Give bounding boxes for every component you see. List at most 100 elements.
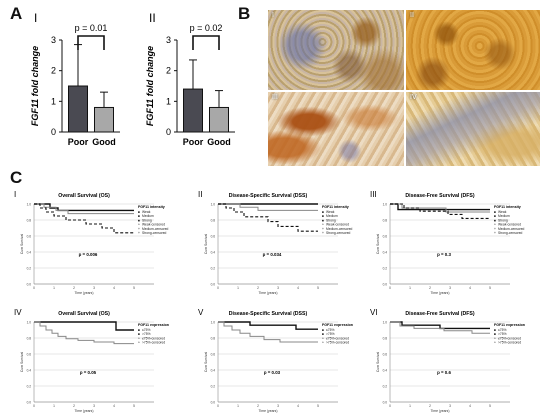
survival-curve-weak — [34, 203, 134, 212]
micrograph-iii: III — [268, 92, 404, 166]
survival-curve-75 — [390, 321, 490, 330]
legend-entry: Weak-censored — [142, 223, 165, 227]
micrograph-ii: II — [406, 10, 540, 90]
legend-glyph: + — [494, 341, 496, 345]
legend-entry: >75% — [142, 332, 151, 336]
micrograph-label-iii: III — [272, 94, 278, 101]
legend-entry: Strong — [498, 218, 508, 222]
x-tick-label: 3 — [93, 404, 95, 408]
y-tick-label: 2 — [51, 66, 56, 76]
x-tick-label: 0 — [217, 404, 219, 408]
survival-curve-medium — [34, 203, 134, 215]
x-tick-label: 4 — [297, 404, 299, 408]
x-axis-label: Time (years) — [75, 409, 94, 413]
category-label: Poor — [68, 137, 89, 147]
y-tick-label: 0.8 — [211, 337, 216, 341]
legend-title: FGF11 intensity — [322, 205, 349, 209]
bar-poor — [68, 85, 88, 133]
p-value-label: p = 0.6 — [437, 370, 451, 375]
y-axis-label: Cum Survival — [376, 352, 380, 372]
x-tick-label: 3 — [449, 286, 451, 290]
panel-roman-label: III — [370, 190, 377, 199]
legend-entry: Strong — [326, 218, 336, 222]
survival-curve-75 — [34, 321, 134, 331]
category-label: Poor — [183, 137, 204, 147]
y-tick-label: 0.6 — [211, 235, 216, 239]
y-tick-label: 3 — [166, 35, 171, 45]
category-label: Good — [92, 137, 116, 147]
panel-roman-label: I — [34, 11, 37, 25]
legend-entry: ≤75% — [326, 328, 334, 332]
plot-title: Disease-Specific Survival (DSS) — [229, 311, 308, 317]
x-tick-label: 1 — [409, 286, 411, 290]
y-tick-label: 0.0 — [211, 401, 216, 405]
significance-bracket — [192, 35, 220, 50]
legend-glyph: + — [322, 227, 324, 231]
legend-glyph: ■ — [494, 332, 496, 336]
y-axis-label: FGF11 fold change — [145, 46, 155, 126]
legend-entry: Weak-censored — [498, 223, 521, 227]
x-axis-label: Time (years) — [75, 291, 94, 295]
x-tick-label: 0 — [33, 404, 35, 408]
legend-glyph: ■ — [322, 218, 324, 222]
legend-glyph: ■ — [138, 328, 140, 332]
legend-glyph: ■ — [322, 214, 324, 218]
y-tick-label: 0.0 — [27, 401, 32, 405]
plot-title: Disease-Free Survival (DFS) — [405, 193, 474, 199]
legend-glyph: ■ — [322, 328, 324, 332]
survival-curve-strong — [390, 203, 490, 219]
km-plot-c-ii: II Disease-Specific Survival (DSS) 0.0 0.2 0… — [198, 190, 353, 295]
y-tick-label: 0.2 — [211, 385, 216, 389]
y-axis-label: Cum Survival — [204, 234, 208, 254]
significance-bracket — [77, 35, 105, 50]
p-value-label: p = 0.02 — [190, 23, 223, 33]
legend-glyph: ■ — [494, 214, 496, 218]
y-tick-label: 0.8 — [27, 337, 32, 341]
p-value-label: p = 0.01 — [75, 23, 108, 33]
legend-entry: Strong-censored — [498, 231, 523, 235]
x-tick-label: 4 — [113, 286, 115, 290]
panel-roman-label: IV — [14, 308, 22, 317]
legend-entry: Weak-censored — [326, 223, 349, 227]
legend-entry: Medium — [498, 214, 510, 218]
panel-roman-label: V — [198, 308, 204, 317]
category-label: Good — [207, 137, 231, 147]
x-tick-label: 3 — [277, 404, 279, 408]
legend-entry: Weak — [498, 210, 507, 214]
y-tick-label: 0.8 — [27, 219, 32, 223]
x-tick-label: 3 — [277, 286, 279, 290]
y-tick-label: 0.6 — [383, 235, 388, 239]
x-tick-label: 0 — [389, 404, 391, 408]
y-tick-label: 0.0 — [383, 283, 388, 287]
x-tick-label: 0 — [33, 286, 35, 290]
x-tick-label: 5 — [489, 286, 491, 290]
bar-poor — [183, 88, 203, 133]
km-plot-c-v: V Disease-Specific Survival (DSS) 0.0 0.2 0.… — [198, 308, 353, 413]
legend-glyph: + — [138, 223, 140, 227]
survival-curve-medium — [218, 203, 318, 211]
legend-glyph: ■ — [322, 210, 324, 214]
km-plot-c-iii: III Disease-Free Survival (DFS) 0.0 0.2 0.4 0… — [370, 190, 525, 295]
y-tick-label: 0.6 — [27, 353, 32, 357]
x-tick-label: 4 — [113, 404, 115, 408]
x-tick-label: 1 — [53, 286, 55, 290]
survival-curve-75 — [34, 321, 134, 345]
legend-glyph: ■ — [138, 214, 140, 218]
x-tick-label: 2 — [73, 286, 75, 290]
legend-glyph: ■ — [138, 218, 140, 222]
p-value-label: p = 0.006 — [79, 252, 98, 257]
x-tick-label: 2 — [429, 286, 431, 290]
y-tick-label: 0.8 — [211, 219, 216, 223]
p-value-label: p = 0.034 — [263, 252, 282, 257]
x-tick-label: 2 — [257, 404, 259, 408]
legend-glyph: + — [322, 223, 324, 227]
panel-letter-b: B — [238, 4, 251, 23]
legend-title: FGF11 expression — [322, 323, 353, 327]
legend-entry: Strong-censored — [326, 231, 351, 235]
x-tick-label: 5 — [317, 286, 319, 290]
y-tick-label: 3 — [51, 35, 56, 45]
p-value-label: p = 0.03 — [264, 370, 281, 375]
legend-entry: >75%-censored — [498, 341, 521, 345]
y-tick-label: 0.6 — [211, 353, 216, 357]
y-tick-label: 0.4 — [211, 251, 216, 255]
